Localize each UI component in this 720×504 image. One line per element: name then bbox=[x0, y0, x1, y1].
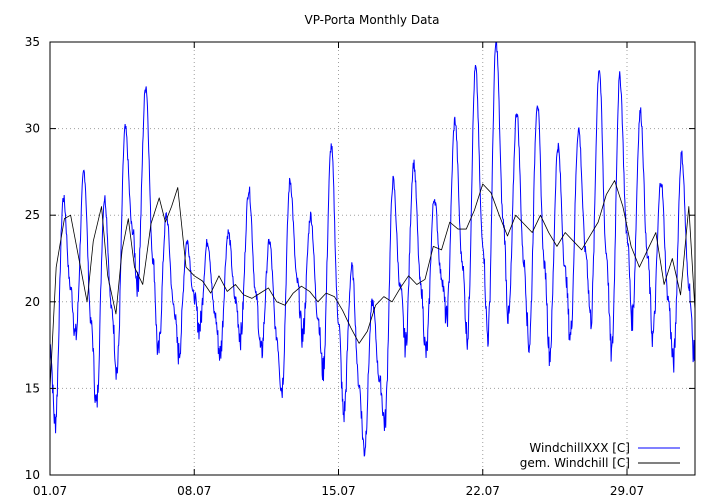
y-tick-label: 35 bbox=[25, 35, 40, 49]
series-gem-windchill-line bbox=[50, 180, 695, 389]
x-tick-label: 01.07 bbox=[33, 484, 67, 498]
tick-layer: 10 15 20 25 30 35 01.07 08.07 15.07 22.07 29.07 bbox=[25, 35, 695, 498]
legend-label-windchillxxx: WindchillXXX [C] bbox=[529, 441, 630, 455]
y-tick-label: 10 bbox=[25, 468, 40, 482]
y-tick-label: 15 bbox=[25, 381, 40, 395]
x-tick-label: 08.07 bbox=[177, 484, 211, 498]
y-tick-label: 20 bbox=[25, 295, 40, 309]
plot-frame bbox=[49, 41, 696, 476]
legend-label-gem-windchill: gem. Windchill [C] bbox=[520, 456, 630, 470]
x-tick-label: 15.07 bbox=[321, 484, 355, 498]
x-tick-label: 29.07 bbox=[610, 484, 644, 498]
plot-layer bbox=[50, 42, 695, 457]
legend: WindchillXXX [C] gem. Windchill [C] bbox=[520, 441, 680, 470]
x-tick-label: 22.07 bbox=[466, 484, 500, 498]
y-tick-label: 25 bbox=[25, 208, 40, 222]
grid-layer bbox=[50, 42, 695, 475]
series-windchillxxx-line bbox=[50, 42, 695, 457]
y-tick-label: 30 bbox=[25, 122, 40, 136]
chart-title: VP-Porta Monthly Data bbox=[305, 13, 440, 27]
